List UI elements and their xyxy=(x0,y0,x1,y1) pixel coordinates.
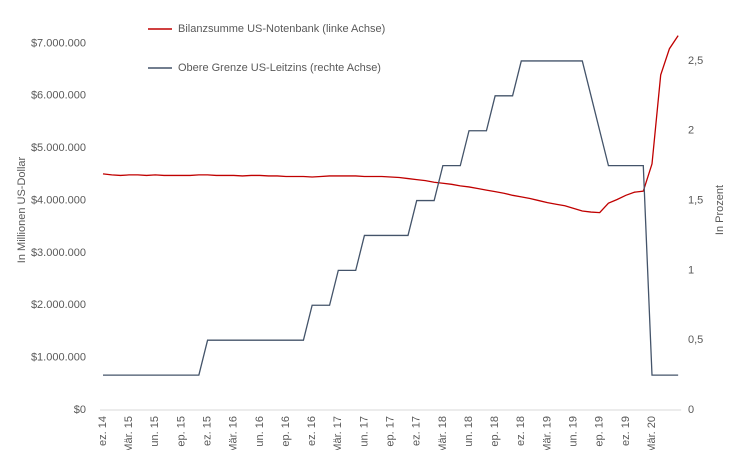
legend-label: Bilanzsumme US-Notenbank (linke Achse) xyxy=(178,23,385,35)
y2-tick-label: 1,5 xyxy=(688,194,703,206)
x-tick-label: Mär. 15 xyxy=(123,416,135,450)
y-axis-label: In Millionen US-Dollar xyxy=(16,156,28,263)
y-tick-label: $3.000.000 xyxy=(31,247,86,259)
y2-tick-label: 2 xyxy=(688,125,694,137)
x-tick-label: ez. 17 xyxy=(411,416,423,446)
x-tick-label: ep. 15 xyxy=(175,416,187,447)
y-tick-label: $4.000.000 xyxy=(31,194,86,206)
x-tick-label: Mär. 16 xyxy=(228,416,240,450)
x-tick-label: ep. 19 xyxy=(594,416,606,447)
y-tick-label: $2.000.000 xyxy=(31,299,86,311)
x-tick-label: Mär. 18 xyxy=(437,416,449,450)
y-tick-label: $7.000.000 xyxy=(31,37,86,49)
x-tick-label: un. 15 xyxy=(149,416,161,447)
legend-label: Obere Grenze US-Leitzins (rechte Achse) xyxy=(178,62,381,74)
x-tick-label: ep. 17 xyxy=(384,416,396,447)
y2-tick-label: 2,5 xyxy=(688,55,703,67)
y2-tick-label: 0 xyxy=(688,404,694,416)
data-line xyxy=(102,35,679,214)
x-tick-label: Mär. 20 xyxy=(646,416,658,450)
y-tick-label: $1.000.000 xyxy=(31,352,86,364)
y2-tick-label: 1 xyxy=(688,264,694,276)
y-tick-label: $5.000.000 xyxy=(31,142,86,154)
x-tick-label: un. 19 xyxy=(567,416,579,447)
x-tick-label: ez. 16 xyxy=(306,416,318,446)
x-tick-label: ep. 16 xyxy=(280,416,292,447)
x-tick-label: un. 16 xyxy=(254,416,266,447)
x-tick-label: Mär. 19 xyxy=(541,416,553,450)
y2-axis-label: In Prozent xyxy=(714,185,726,235)
x-tick-label: Mär. 17 xyxy=(332,416,344,450)
x-tick-label: ep. 18 xyxy=(489,416,501,447)
x-tick-label: ez. 15 xyxy=(201,416,213,446)
y-tick-label: $0 xyxy=(74,404,86,416)
x-tick-label: ez. 18 xyxy=(515,416,527,446)
y-tick-label: $6.000.000 xyxy=(31,90,86,102)
data-line xyxy=(103,60,679,376)
x-tick-label: ez. 19 xyxy=(620,416,632,446)
y2-tick-label: 0,5 xyxy=(688,334,703,346)
x-tick-label: un. 17 xyxy=(358,416,370,447)
x-tick-label: ez. 14 xyxy=(97,416,109,446)
x-tick-label: un. 18 xyxy=(463,416,475,447)
